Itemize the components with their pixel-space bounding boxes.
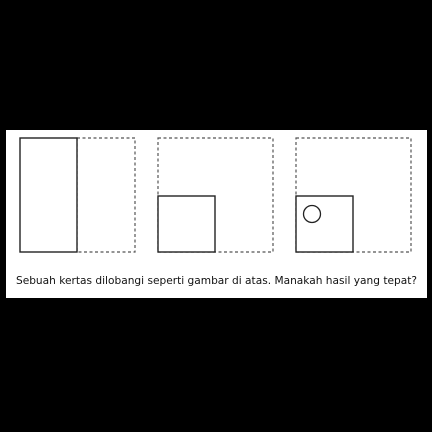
figure-step-2: [157, 137, 274, 253]
figure-step-3: [295, 137, 412, 253]
figure-step-1: [19, 137, 136, 253]
paper-folding-figures: [19, 137, 412, 253]
question-text: Sebuah kertas dilobangi seperti gambar d…: [15, 275, 418, 287]
question-panel: Sebuah kertas dilobangi seperti gambar d…: [6, 130, 427, 298]
punched-hole: [302, 204, 322, 224]
figure-1-unfolded-outline: [76, 137, 136, 253]
figure-2-folded-paper: [157, 195, 216, 253]
figure-1-folded-paper: [19, 137, 78, 253]
figure-3-folded-paper: [295, 195, 354, 253]
